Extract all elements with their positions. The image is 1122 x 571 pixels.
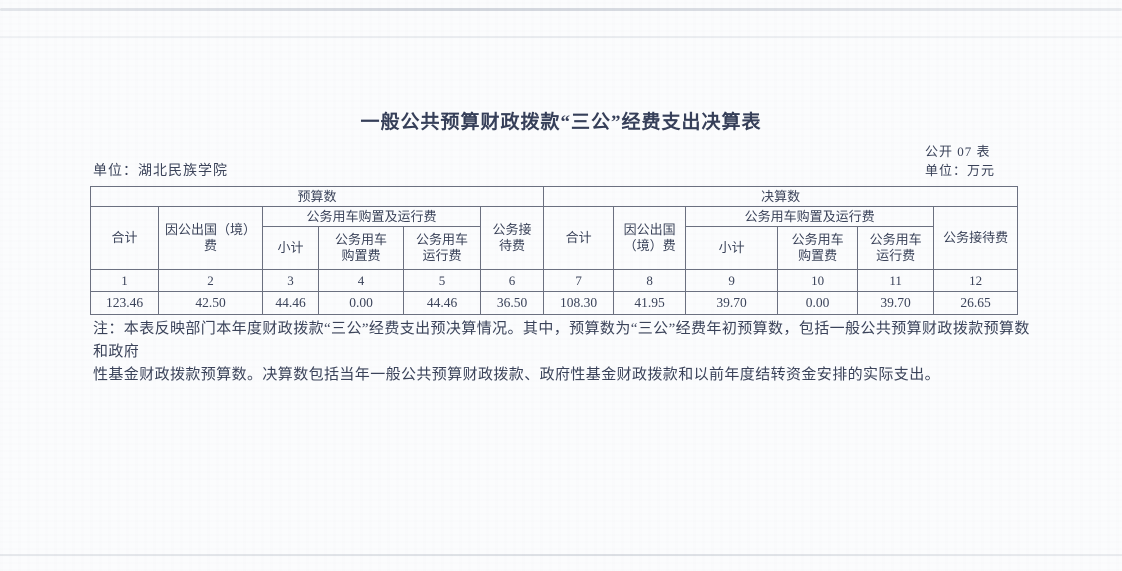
colnum-cell: 5: [403, 269, 481, 292]
value-cell-subtotal-budget: 44.46: [262, 291, 319, 315]
sheet-number-label: 公开 07 表: [925, 144, 991, 159]
footnote: 注：本表反映部门本年度财政拨款“三公”经费支出预决算情况。其中，预算数为“三公”…: [93, 318, 1043, 387]
value-cell-purchase-budget: 0.00: [318, 291, 404, 315]
header-abroad-budget: 因公出国（境） 费: [158, 206, 263, 270]
footnote-line: 注：本表反映部门本年度财政拨款“三公”经费支出预决算情况。其中，预算数为“三公”…: [93, 321, 1030, 360]
header-subtotal-final: 小计: [685, 226, 779, 270]
page-title: 一般公共预算财政拨款“三公”经费支出决算表: [360, 112, 762, 133]
colnum-cell: 7: [543, 269, 615, 292]
header-operation-budget: 公务用车 运行费: [403, 226, 481, 270]
header-vehicle-group-budget: 公务用车购置及运行费: [262, 206, 481, 227]
header-purchase-final: 公务用车 购置费: [777, 226, 859, 270]
value-cell-reception-budget: 36.50: [479, 291, 545, 315]
value-row: 123.46 42.50 44.46 0.00 44.46 36.50 108.…: [90, 291, 1019, 315]
value-cell-abroad-final: 41.95: [613, 291, 687, 315]
value-cell-operation-final: 39.70: [857, 291, 935, 315]
value-cell-total-budget: 123.46: [90, 291, 159, 315]
footnote-line: 性基金财政拨款预算数。决算数包括当年一般公共预算财政拨款、政府性基金财政拨款和以…: [93, 367, 941, 383]
value-cell-reception-final: 26.65: [933, 291, 1019, 315]
meta-block: 公开 07 表 单位：万元: [925, 142, 995, 180]
group-header-budget: 预算数: [89, 186, 545, 207]
header-abroad-final: 因公出国 （境）费: [613, 206, 687, 270]
value-cell-subtotal-final: 39.70: [685, 291, 779, 315]
value-cell-total-final: 108.30: [543, 291, 615, 315]
header-total-budget: 合计: [90, 206, 159, 270]
colnum-cell: 9: [685, 269, 779, 292]
header-reception-budget: 公务接 待费: [479, 206, 545, 270]
header-purchase-budget: 公务用车 购置费: [318, 226, 404, 270]
value-cell-purchase-final: 0.00: [777, 291, 859, 315]
value-cell-operation-budget: 44.46: [403, 291, 481, 315]
header-total-final: 合计: [543, 206, 615, 270]
colnum-cell: 12: [933, 269, 1019, 292]
value-cell-abroad-budget: 42.50: [158, 291, 263, 315]
group-header-final: 决算数: [543, 186, 1019, 207]
scan-artifact-top-secondary: [0, 36, 1122, 38]
header-operation-final: 公务用车 运行费: [857, 226, 935, 270]
header-reception-final: 公务接待费: [933, 206, 1019, 270]
three-public-expense-table: 预算数 决算数 合计 因公出国（境） 费 公务用车购置及运行费 公务接 待费 合…: [89, 186, 1019, 315]
colnum-cell: 2: [158, 269, 263, 292]
colnum-cell: 8: [613, 269, 687, 292]
column-number-row: 1 2 3 4 5 6 7 8 9 10 11 12: [90, 269, 1019, 292]
colnum-cell: 6: [479, 269, 545, 292]
colnum-cell: 4: [318, 269, 404, 292]
header-vehicle-group-final: 公务用车购置及运行费: [685, 206, 935, 227]
unit-of-measure-label: 单位：万元: [925, 163, 996, 178]
scan-artifact-bottom: [0, 554, 1122, 556]
org-label: 单位：湖北民族学院: [93, 164, 228, 179]
colnum-cell: 10: [777, 269, 859, 292]
header-subtotal-budget: 小计: [262, 226, 319, 270]
colnum-cell: 3: [262, 269, 319, 292]
colnum-cell: 1: [90, 269, 159, 292]
colnum-cell: 11: [857, 269, 935, 292]
scan-artifact-top: [0, 8, 1122, 11]
